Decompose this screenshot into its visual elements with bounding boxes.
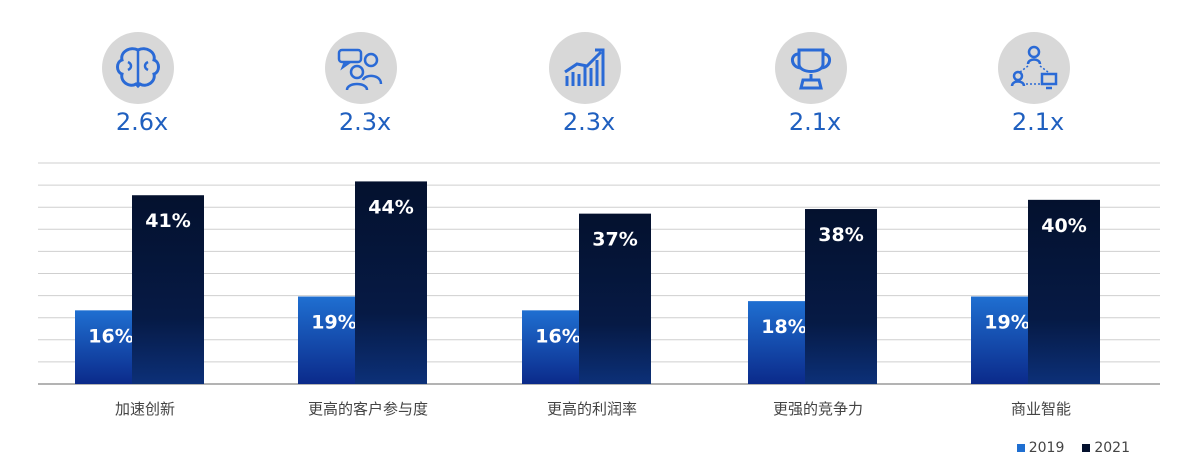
data-label: 41% [145,210,190,232]
multiplier-label: 2.3x [562,108,616,136]
data-label: 16% [88,325,133,347]
data-label: 37% [592,229,637,251]
legend: 2019 2021 [1016,440,1130,456]
data-label: 19% [984,312,1029,334]
data-label: 44% [368,196,413,218]
data-label: 40% [1041,215,1086,237]
brain-icon [102,32,174,104]
legend-label-2019: 2019 [1028,440,1065,456]
x-tick-label: 商业智能 [1011,400,1071,418]
trophy-icon [775,32,847,104]
bar-2021 [1028,199,1100,384]
x-tick-label: 更高的利润率 [547,400,637,418]
x-tick-label: 更强的竞争力 [773,400,863,418]
bar-2021 [579,213,651,384]
bar-2021 [132,195,204,384]
growth-chart-icon [549,32,621,104]
legend-item-2021: 2021 [1082,440,1130,456]
bar-2021 [805,209,877,384]
legend-swatch-2021 [1082,444,1091,452]
legend-swatch-2019 [1016,444,1025,452]
data-label: 38% [818,224,863,246]
multiplier-label: 2.1x [1011,108,1065,136]
data-label: 18% [761,316,806,338]
x-tick-label: 更高的客户参与度 [308,400,428,418]
data-label: 19% [311,312,356,334]
multiplier-label: 2.6x [115,108,169,136]
data-label: 16% [535,325,580,347]
multiplier-label: 2.3x [338,108,392,136]
people-chat-icon [325,32,397,104]
network-icon [998,32,1070,104]
legend-label-2021: 2021 [1094,440,1130,456]
bar-2021 [355,181,427,384]
legend-item-2019: 2019 [1016,440,1065,456]
multiplier-label: 2.1x [788,108,842,136]
x-tick-label: 加速创新 [115,400,175,418]
